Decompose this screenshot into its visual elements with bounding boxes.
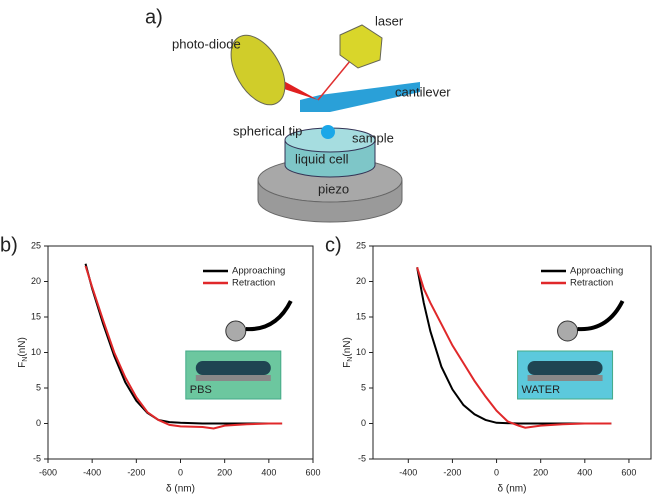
- laser: [339, 24, 383, 69]
- panel-label: a): [145, 6, 163, 28]
- x-tick-label: 200: [533, 467, 548, 477]
- x-tick-label: -600: [39, 467, 57, 477]
- panel-label: b): [0, 234, 18, 256]
- diagram-label: piezo: [318, 181, 349, 196]
- y-tick-label: 5: [36, 382, 41, 392]
- cantilever: [300, 82, 420, 112]
- data-line: [84, 265, 283, 430]
- y-axis-label: FN(nN): [342, 337, 354, 368]
- legend-label: Approaching: [232, 266, 285, 277]
- y-tick-label: 15: [356, 311, 366, 321]
- inset-sphere: [225, 320, 247, 342]
- x-tick-label: 0: [494, 467, 499, 477]
- y-tick-label: 10: [31, 347, 41, 357]
- x-tick-label: -200: [127, 467, 145, 477]
- legend-label: Retraction: [570, 278, 613, 289]
- inset-substrate: [527, 375, 603, 381]
- diagram: a) laser photo-diode cantilever spherica…: [145, 6, 451, 223]
- x-axis-label: δ (nm): [166, 484, 195, 495]
- y-axis-label-main: F: [17, 362, 28, 368]
- y-tick-label: 5: [361, 382, 366, 392]
- x-tick-label: 0: [178, 467, 183, 477]
- x-tick-label: -200: [443, 467, 461, 477]
- x-tick-label: 400: [261, 467, 276, 477]
- legend-label: Approaching: [570, 266, 623, 277]
- x-tick-label: 600: [305, 467, 320, 477]
- tip: [321, 125, 335, 139]
- y-axis-label-main: F: [342, 362, 353, 368]
- x-tick-label: 600: [621, 467, 636, 477]
- diagram-label: cantilever: [395, 84, 451, 99]
- y-tick-label: 0: [361, 418, 366, 428]
- y-tick-label: -5: [33, 453, 41, 463]
- y-tick-label: 20: [356, 276, 366, 286]
- y-tick-label: 25: [356, 240, 366, 250]
- x-tick-label: 200: [217, 467, 232, 477]
- diagram-label: spherical tip: [233, 123, 302, 138]
- diagram-label: photo-diode: [172, 36, 241, 51]
- piezo-body: [257, 179, 403, 223]
- y-tick-label: 0: [36, 418, 41, 428]
- panel-label: c): [325, 234, 342, 256]
- diagram-label: sample: [352, 130, 394, 145]
- inset-cell: [527, 361, 603, 375]
- inset-sphere: [557, 320, 579, 342]
- y-axis-label-sub: N: [22, 357, 29, 362]
- data-line: [416, 267, 612, 429]
- inset-substrate: [195, 375, 271, 381]
- x-axis-label: δ (nm): [498, 484, 527, 495]
- diagram-label: laser: [375, 13, 404, 28]
- y-tick-label: 10: [356, 347, 366, 357]
- y-tick-label: -5: [358, 453, 366, 463]
- inset-cell: [195, 361, 271, 375]
- y-axis-label-unit: (nN): [17, 337, 28, 356]
- y-axis-label: FN(nN): [17, 337, 29, 368]
- y-axis-label-sub: N: [347, 357, 354, 362]
- diagram-label: liquid cell: [295, 151, 349, 166]
- y-tick-label: 20: [31, 276, 41, 286]
- inset-cantilever: [577, 300, 625, 332]
- inset-label: WATER: [522, 384, 561, 396]
- y-axis-label-unit: (nN): [342, 337, 353, 356]
- x-tick-label: -400: [399, 467, 417, 477]
- x-tick-label: 400: [577, 467, 592, 477]
- inset-label: PBS: [190, 384, 212, 396]
- y-tick-label: 25: [31, 240, 41, 250]
- laser-beam: [317, 54, 356, 101]
- y-tick-label: 15: [31, 311, 41, 321]
- x-tick-label: -400: [83, 467, 101, 477]
- data-line: [416, 267, 612, 425]
- legend-label: Retraction: [232, 278, 275, 289]
- photo-diode: [230, 34, 286, 106]
- inset-cantilever: [245, 300, 293, 332]
